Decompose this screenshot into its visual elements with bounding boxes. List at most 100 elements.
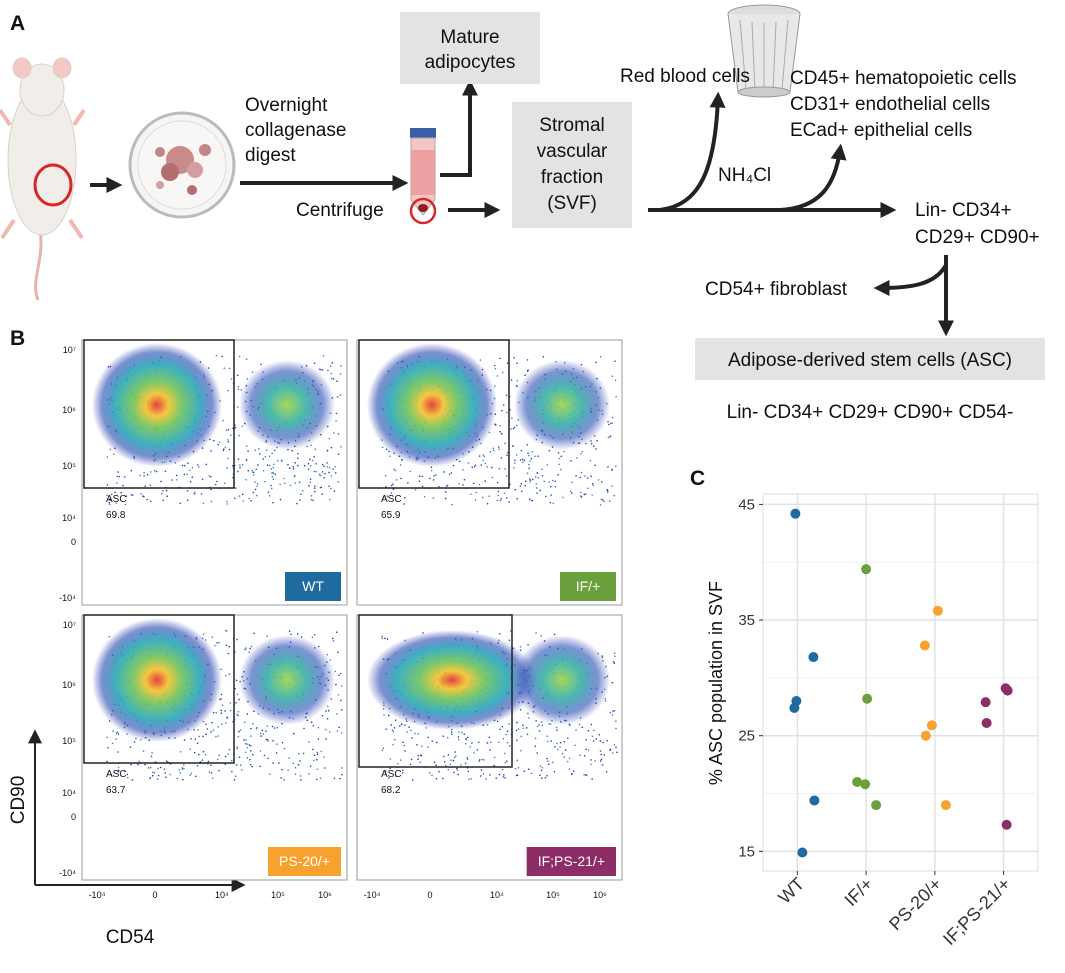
event-dot: [411, 737, 413, 739]
event-dot: [520, 735, 523, 738]
event-dot: [498, 632, 501, 635]
event-dot: [525, 727, 528, 729]
event-dot: [499, 499, 501, 502]
event-dot: [237, 735, 240, 738]
event-dot: [594, 464, 596, 467]
event-dot: [235, 679, 238, 682]
event-dot: [395, 479, 398, 481]
event-dot: [116, 475, 119, 478]
event-dot: [509, 483, 511, 486]
event-dot: [251, 371, 254, 374]
event-dot: [486, 502, 489, 505]
event-dot: [508, 723, 510, 725]
event-dot: [414, 732, 416, 735]
event-dot: [176, 777, 179, 780]
axis-label: CD54: [106, 927, 155, 948]
event-dot: [149, 766, 152, 769]
event-dot: [272, 466, 275, 469]
data-point: [860, 779, 871, 790]
event-dot: [435, 474, 437, 476]
event-dot: [210, 500, 213, 503]
event-dot: [122, 484, 124, 487]
event-dot: [106, 484, 109, 486]
event-dot: [118, 475, 121, 478]
event-dot: [241, 493, 244, 496]
event-dot: [210, 764, 212, 767]
event-dot: [241, 425, 244, 427]
event-dot: [496, 499, 499, 502]
event-dot: [513, 356, 515, 359]
y-tick-label: 45: [738, 496, 755, 513]
event-dot: [114, 491, 116, 493]
event-dot: [283, 747, 286, 750]
event-dot: [330, 446, 333, 449]
event-dot: [217, 443, 220, 446]
event-dot: [504, 761, 507, 764]
event-dot: [263, 480, 266, 483]
event-dot: [266, 635, 268, 638]
event-dot: [523, 770, 526, 773]
event-dot: [554, 486, 557, 488]
event-dot: [430, 469, 433, 472]
event-dot: [320, 750, 322, 753]
event-dot: [228, 748, 231, 751]
event-dot: [236, 638, 238, 641]
event-dot: [256, 482, 259, 485]
event-dot: [579, 491, 582, 493]
event-dot: [337, 453, 340, 455]
event-dot: [529, 479, 532, 481]
event-dot: [512, 427, 515, 430]
event-dot: [428, 772, 431, 774]
event-dot: [452, 759, 455, 762]
event-dot: [546, 735, 549, 737]
event-dot: [539, 489, 541, 492]
event-dot: [246, 746, 249, 749]
event-dot: [197, 729, 199, 731]
event-dot: [490, 466, 493, 469]
event-dot: [110, 774, 113, 777]
event-dot: [330, 372, 332, 375]
event-dot: [516, 739, 518, 742]
event-dot: [125, 495, 128, 497]
event-dot: [220, 709, 223, 712]
event-dot: [235, 702, 237, 704]
event-dot: [599, 355, 602, 358]
event-dot: [288, 467, 291, 469]
event-dot: [587, 487, 589, 490]
event-dot: [309, 765, 312, 768]
density-core: [92, 618, 222, 742]
event-dot: [323, 465, 325, 468]
event-dot: [316, 753, 319, 756]
event-dot: [294, 462, 297, 464]
event-dot: [238, 698, 240, 701]
event-dot: [448, 473, 451, 476]
event-dot: [525, 480, 527, 482]
event-dot: [279, 483, 281, 486]
event-dot: [549, 485, 552, 488]
gate-percent: 65.9: [381, 510, 401, 521]
event-dot: [326, 705, 329, 708]
event-dot: [338, 726, 340, 729]
event-dot: [590, 763, 592, 766]
event-dot: [318, 368, 321, 371]
event-dot: [149, 777, 151, 780]
data-point: [797, 847, 808, 858]
event-dot: [218, 641, 220, 644]
event-dot: [214, 483, 217, 486]
event-dot: [575, 729, 577, 731]
event-dot: [547, 760, 549, 762]
event-dot: [239, 729, 242, 731]
event-dot: [186, 499, 189, 501]
event-dot: [146, 498, 148, 501]
event-dot: [255, 468, 258, 471]
event-dot: [340, 699, 342, 702]
event-dot: [314, 485, 316, 487]
event-dot: [108, 635, 111, 638]
event-dot: [435, 777, 438, 780]
event-dot: [249, 764, 252, 766]
event-dot: [583, 773, 585, 776]
event-dot: [210, 772, 213, 774]
event-dot: [273, 727, 276, 729]
event-dot: [592, 484, 595, 487]
event-dot: [225, 630, 228, 632]
